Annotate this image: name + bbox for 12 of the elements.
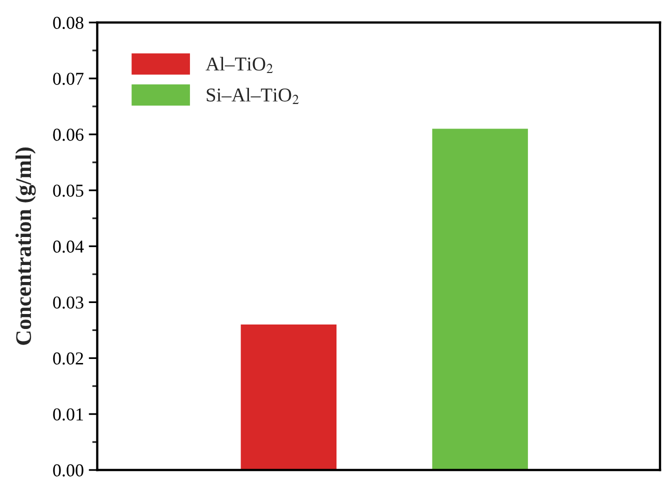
y-tick-label: 0.06 — [53, 128, 84, 141]
y-tick-label: 0.04 — [53, 240, 84, 253]
y-axis-title: Concentration (g/ml) — [15, 148, 36, 345]
y-tick-label: 0.02 — [53, 352, 84, 365]
y-tick-label: 0.03 — [53, 296, 84, 309]
legend-label: Al–TiO$_{2}$ — [206, 56, 273, 73]
legend-label: Si–Al–TiO$_{2}$ — [206, 88, 299, 104]
y-tick-label: 0.01 — [53, 408, 83, 421]
y-tick-label: 0.08 — [53, 16, 84, 30]
y-tick-label: 0.05 — [53, 184, 84, 197]
y-tick-label: 0.07 — [53, 72, 84, 85]
text: 0.00 — [53, 464, 84, 477]
